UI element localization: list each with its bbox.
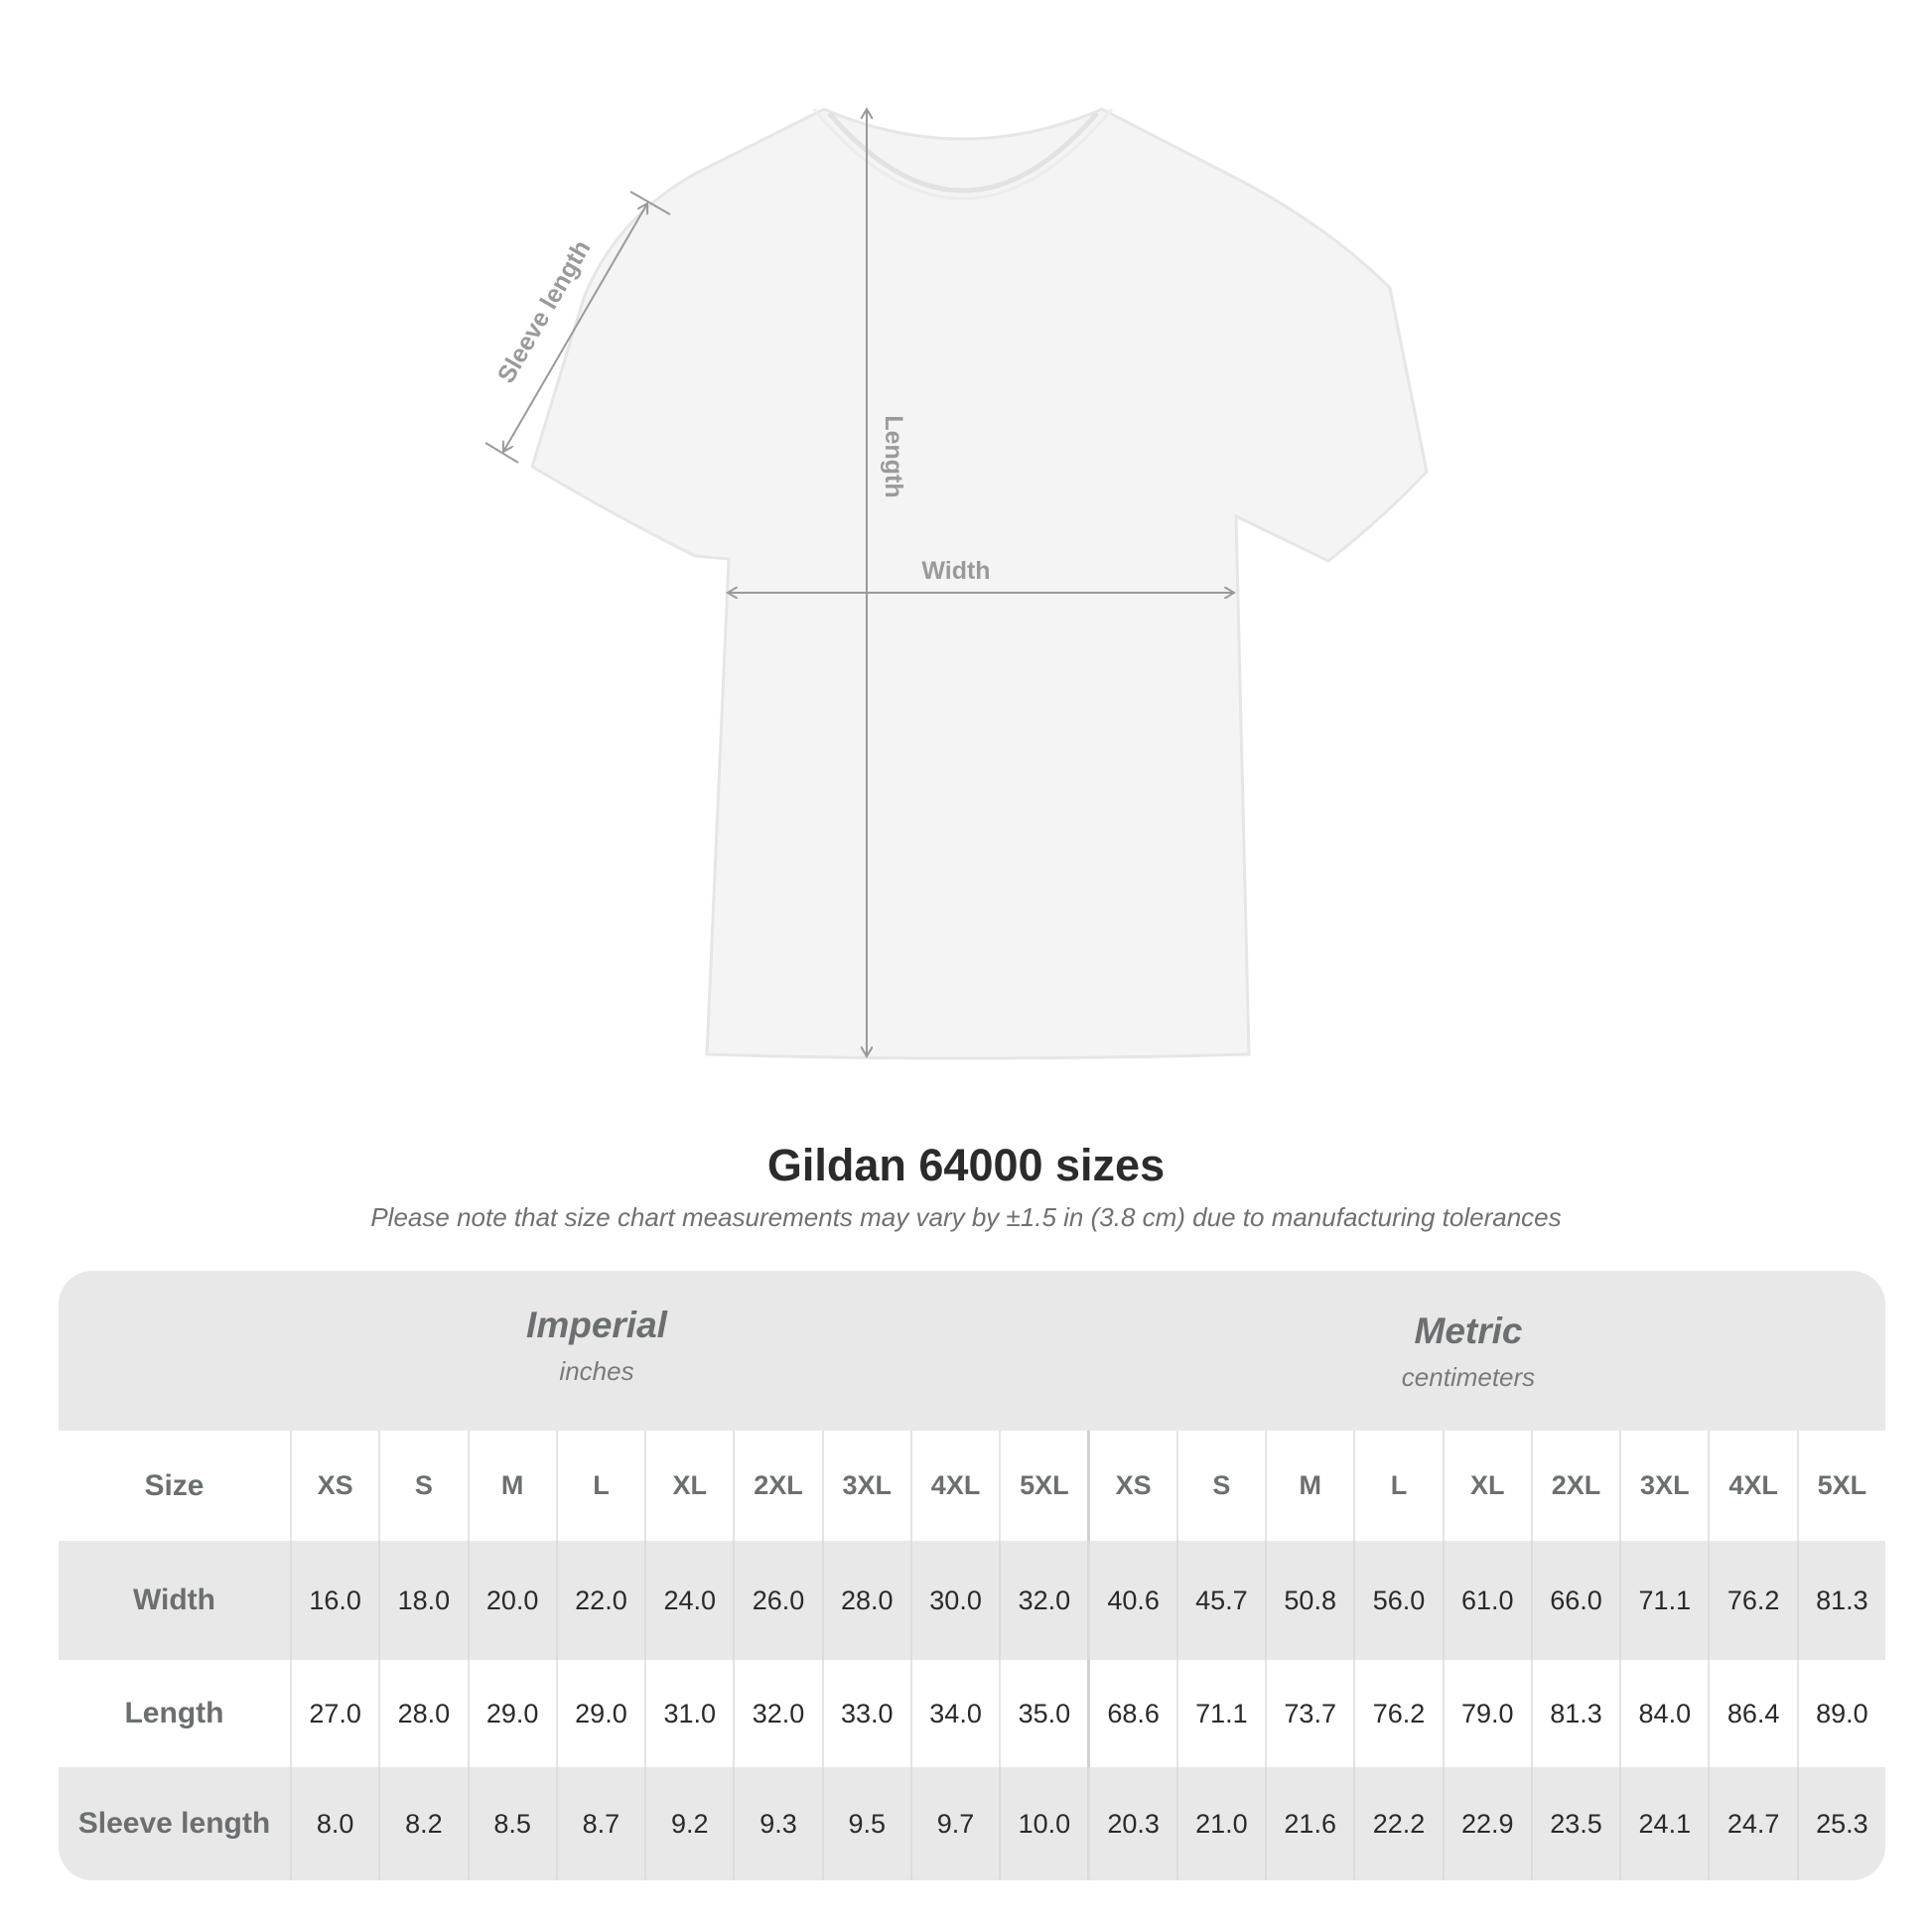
size-header-cell: 2XL <box>733 1431 821 1541</box>
table-cell: 89.0 <box>1796 1660 1885 1767</box>
metric-header: Metric centimeters <box>1220 1311 1717 1393</box>
table-cell: 27.0 <box>289 1660 378 1767</box>
table-cell: 9.3 <box>733 1767 821 1880</box>
table-cell: 29.0 <box>555 1660 644 1767</box>
table-cell: 8.2 <box>378 1767 467 1880</box>
table-cell: 20.3 <box>1087 1767 1175 1880</box>
table-cell: 84.0 <box>1619 1660 1708 1767</box>
table-cell: 66.0 <box>1530 1541 1619 1660</box>
metric-title: Metric <box>1414 1311 1523 1351</box>
metric-unit: centimeters <box>1401 1362 1536 1392</box>
table-cell: 81.3 <box>1530 1660 1619 1767</box>
table-cell: 32.0 <box>733 1660 821 1767</box>
size-header-cell: M <box>1265 1431 1353 1541</box>
table-cell: 34.0 <box>909 1660 999 1767</box>
table-row: Width 16.0 18.0 20.0 22.0 24.0 26.0 28.0 30.0 32.… <box>59 1541 1885 1660</box>
table-cell: 8.7 <box>555 1767 644 1880</box>
imperial-unit: inches <box>559 1356 634 1386</box>
size-header-cell: 4XL <box>909 1431 999 1541</box>
length-label: Length <box>880 415 907 497</box>
size-header-cell: L <box>1353 1431 1442 1541</box>
size-header-cell: 2XL <box>1530 1431 1619 1541</box>
table-cell: 25.3 <box>1796 1767 1885 1880</box>
table-cell: 76.2 <box>1708 1541 1796 1660</box>
table-cell: 50.8 <box>1265 1541 1353 1660</box>
row-band <box>59 1541 1885 1660</box>
tshirt-image <box>530 107 1429 1060</box>
table-cell: 16.0 <box>289 1541 378 1660</box>
row-label: Width <box>132 1584 215 1616</box>
size-header-cell: 3XL <box>1619 1431 1708 1541</box>
row-label: Length <box>124 1697 224 1729</box>
table-cell: 23.5 <box>1530 1767 1619 1880</box>
tolerance-note: Please note that size chart measurements… <box>370 1202 1562 1232</box>
table-cell: 9.5 <box>821 1767 910 1880</box>
table-cell: 71.1 <box>1175 1660 1265 1767</box>
table-cell: 29.0 <box>467 1660 556 1767</box>
table-cell: 33.0 <box>821 1660 910 1767</box>
table-cell: 24.1 <box>1619 1767 1708 1880</box>
row-band <box>59 1767 1885 1880</box>
table-cell: 86.4 <box>1708 1660 1796 1767</box>
table-cell: 71.1 <box>1619 1541 1708 1660</box>
table-cell: 68.6 <box>1087 1660 1175 1767</box>
table-cell: 61.0 <box>1442 1541 1531 1660</box>
table-cell: 31.0 <box>644 1660 733 1767</box>
table-row: Length 27.0 28.0 29.0 29.0 31.0 32.0 33.0 34.0 35… <box>59 1660 1885 1767</box>
table-row: Sleeve length 8.0 8.2 8.5 8.7 9.2 9.3 9.5 9.7 10.… <box>59 1767 1885 1880</box>
size-header-cell: XS <box>289 1431 378 1541</box>
table-cell: 9.2 <box>644 1767 733 1880</box>
table-cell: 9.7 <box>909 1767 999 1880</box>
table-cell: 24.0 <box>644 1541 733 1660</box>
size-table: Imperial inches Metric centimeters Size X… <box>59 1271 1885 1880</box>
table-cell: 21.0 <box>1175 1767 1265 1880</box>
size-header-cell: S <box>1175 1431 1265 1541</box>
table-cell: 28.0 <box>378 1660 467 1767</box>
table-cell: 18.0 <box>378 1541 467 1660</box>
table-cell: 76.2 <box>1353 1660 1442 1767</box>
table-cell: 28.0 <box>821 1541 910 1660</box>
size-header-cell: 5XL <box>999 1431 1087 1541</box>
size-header-cell: 3XL <box>821 1431 910 1541</box>
size-header-cell: XL <box>1442 1431 1531 1541</box>
table-cell: 22.9 <box>1442 1767 1531 1880</box>
size-header-cell: L <box>555 1431 644 1541</box>
table-cell: 32.0 <box>999 1541 1087 1660</box>
table-header-band <box>59 1271 1885 1431</box>
table-cell: 81.3 <box>1796 1541 1885 1660</box>
size-header-cell: M <box>467 1431 556 1541</box>
table-cell: 8.5 <box>467 1767 556 1880</box>
table-cell: 22.0 <box>555 1541 644 1660</box>
imperial-header: Imperial inches <box>348 1305 845 1387</box>
table-cell: 21.6 <box>1265 1767 1353 1880</box>
sleeve-length-arrow <box>503 204 647 452</box>
table-cell: 24.7 <box>1708 1767 1796 1880</box>
size-header-cell: 5XL <box>1796 1431 1885 1541</box>
table-cell: 30.0 <box>909 1541 999 1660</box>
table-cell: 73.7 <box>1265 1660 1353 1767</box>
table-cell: 79.0 <box>1442 1660 1531 1767</box>
table-cell: 10.0 <box>999 1767 1087 1880</box>
table-cell: 26.0 <box>733 1541 821 1660</box>
imperial-title: Imperial <box>526 1305 667 1345</box>
size-header-row: Size XS S M L XL 2XL 3XL 4XL 5XL XS S M L XL 2XL 3XL 4XL 5… <box>59 1431 1885 1541</box>
tshirt-measurement-diagram: Sleeve length Length Width <box>484 0 1429 1060</box>
row-label: Size <box>144 1468 205 1502</box>
size-header-cell: XL <box>644 1431 733 1541</box>
size-header-cell: XS <box>1087 1431 1175 1541</box>
row-label: Sleeve length <box>77 1807 271 1840</box>
width-label: Width <box>921 557 990 585</box>
table-cell: 8.0 <box>289 1767 378 1880</box>
page-title: Gildan 64000 sizes <box>766 1140 1166 1190</box>
size-header-cell: S <box>378 1431 467 1541</box>
table-cell: 22.2 <box>1353 1767 1442 1880</box>
table-cell: 45.7 <box>1175 1541 1265 1660</box>
table-cell: 20.0 <box>467 1541 556 1660</box>
size-header-cell: 4XL <box>1708 1431 1796 1541</box>
table-cell: 56.0 <box>1353 1541 1442 1660</box>
table-cell: 40.6 <box>1087 1541 1175 1660</box>
table-cell: 35.0 <box>999 1660 1087 1767</box>
